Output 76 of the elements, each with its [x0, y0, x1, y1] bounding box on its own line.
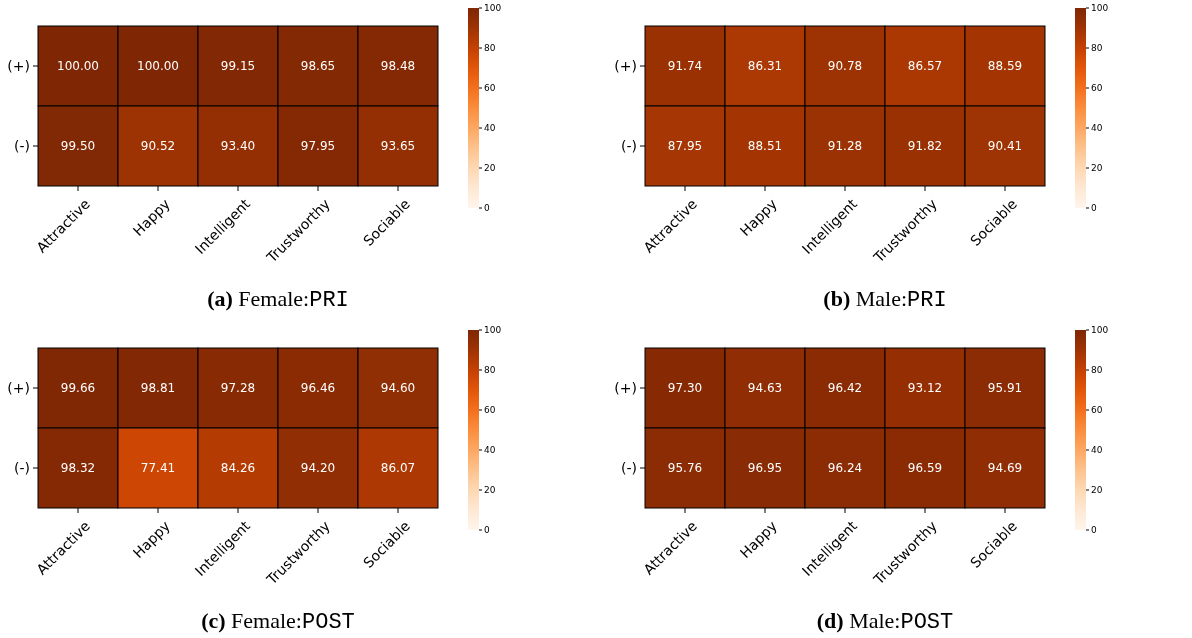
data-label: 98.48: [380, 59, 416, 74]
color-bar-label: 20: [1091, 163, 1103, 174]
data-label: 91.74: [667, 59, 703, 74]
y-tick-label: (+): [614, 57, 637, 74]
y-tick-label: (-): [14, 459, 30, 476]
data-label: 94.60: [380, 381, 416, 396]
color-bar-label: 80: [1091, 43, 1103, 54]
data-label: 91.82: [907, 139, 943, 154]
color-bar-label: 0: [484, 525, 490, 536]
data-label: 96.42: [827, 381, 863, 396]
data-label: 90.52: [140, 139, 176, 154]
color-bar-label: 20: [484, 163, 496, 174]
color-bar-label: 100: [484, 325, 502, 336]
color-bar-label: 0: [1091, 525, 1097, 536]
color-bar-label: 20: [1091, 485, 1103, 496]
data-label: 96.95: [747, 461, 783, 476]
color-bar-label: 40: [484, 123, 496, 134]
color-bar-label: 20: [484, 485, 496, 496]
data-label: 86.31: [747, 59, 783, 74]
y-tick-label: (-): [14, 137, 30, 154]
color-bar-label: 100: [1091, 3, 1109, 14]
color-bar-label: 100: [1091, 325, 1109, 336]
color-bar-label: 100: [484, 3, 502, 14]
data-label: 84.26: [220, 461, 256, 476]
color-bar-label: 80: [484, 365, 496, 376]
y-tick-label: (+): [614, 379, 637, 396]
data-label: 100.00: [57, 59, 99, 74]
text: (b) Male:PRI: [823, 286, 947, 313]
data-label: 96.59: [907, 461, 943, 476]
data-label: 96.46: [300, 381, 336, 396]
data-label: 100.00: [137, 59, 179, 74]
data-label: 93.40: [220, 139, 256, 154]
data-label: 99.50: [60, 139, 96, 154]
text: (a) Female:PRI: [207, 286, 349, 313]
data-label: 95.91: [987, 381, 1023, 396]
data-label: 86.07: [380, 461, 416, 476]
color-bar-label: 60: [484, 83, 496, 94]
data-label: 99.66: [60, 381, 96, 396]
data-label: 97.95: [300, 139, 336, 154]
color-bar-label: 40: [1091, 123, 1103, 134]
data-label: 93.12: [907, 381, 943, 396]
data-label: 97.28: [220, 381, 256, 396]
data-label: 87.95: [667, 139, 703, 154]
data-label: 77.41: [140, 461, 176, 476]
data-label: 94.63: [747, 381, 783, 396]
color-bar-label: 60: [1091, 405, 1103, 416]
color-bar-label: 40: [484, 445, 496, 456]
data-label: 91.28: [827, 139, 863, 154]
data-label: 94.69: [987, 461, 1023, 476]
color-bar-label: 60: [1091, 83, 1103, 94]
color-bar-label: 40: [1091, 445, 1103, 456]
y-tick-label: (+): [7, 379, 30, 396]
text: (c) Female:POST: [201, 608, 355, 635]
data-label: 99.15: [220, 59, 256, 74]
data-label: 90.78: [827, 59, 863, 74]
data-label: 97.30: [667, 381, 703, 396]
data-label: 96.24: [827, 461, 863, 476]
y-tick-label: (+): [7, 57, 30, 74]
color-bar-label: 60: [484, 405, 496, 416]
data-label: 98.32: [60, 461, 96, 476]
data-label: 86.57: [907, 59, 943, 74]
y-tick-label: (-): [621, 459, 637, 476]
data-label: 88.59: [987, 59, 1023, 74]
color-bar-label: 0: [484, 203, 490, 214]
data-label: 88.51: [747, 139, 783, 154]
color-bar-label: 80: [1091, 365, 1103, 376]
data-label: 95.76: [667, 461, 703, 476]
data-label: 93.65: [380, 139, 416, 154]
color-bar-label: 0: [1091, 203, 1097, 214]
data-label: 98.65: [300, 59, 336, 74]
y-tick-label: (-): [621, 137, 637, 154]
text: (d) Male:POST: [816, 608, 954, 635]
data-label: 98.81: [140, 381, 176, 396]
data-label: 94.20: [300, 461, 336, 476]
data-label: 90.41: [987, 139, 1023, 154]
color-bar-label: 80: [484, 43, 496, 54]
